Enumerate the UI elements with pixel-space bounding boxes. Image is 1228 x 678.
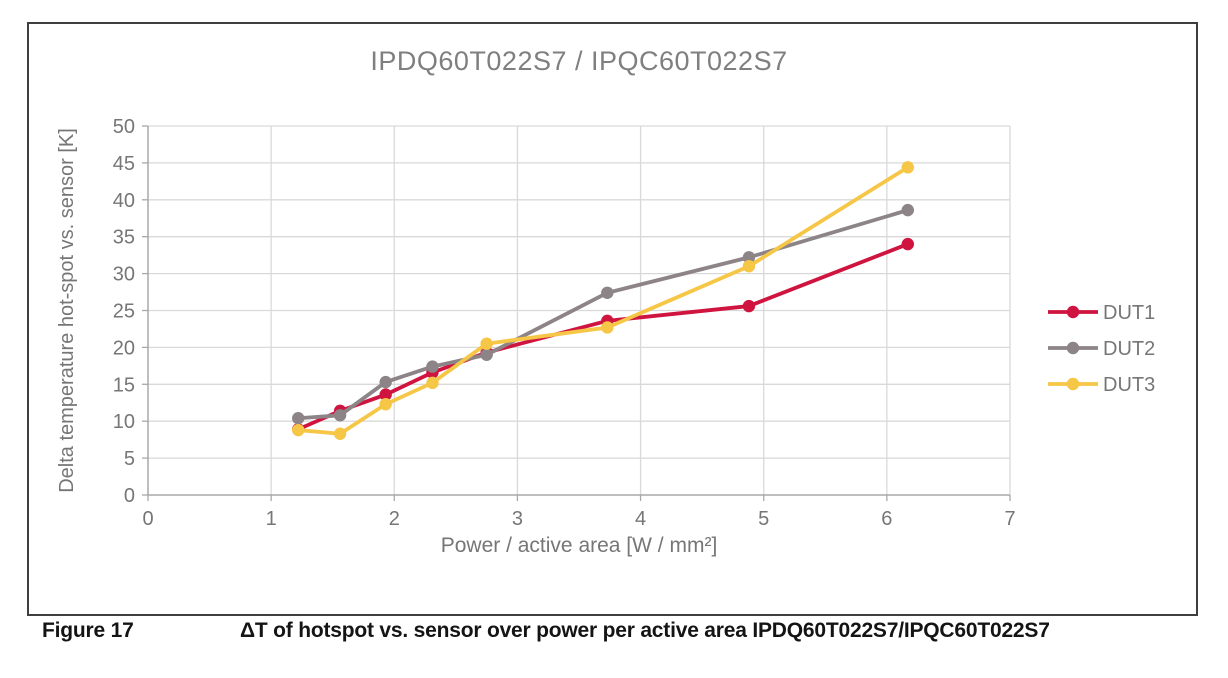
data-point-DUT3 [379,398,392,411]
x-tick-label: 3 [512,508,523,530]
data-point-DUT1 [379,388,392,401]
data-point-DUT2 [379,375,392,389]
figure-frame: IPDQ60T022S7 / IPQC60T022S7 0 5 10 15 20 25 30… [27,22,1198,616]
series-DUT3 [292,161,914,440]
legend-label: DUT3 [1103,374,1155,396]
data-point-DUT3 [901,161,914,174]
data-point-DUT2 [480,348,493,361]
figure-caption-label: Figure 17 [42,619,134,642]
x-tick-label: 5 [758,508,769,530]
data-point-DUT1 [742,299,756,313]
series-line-DUT3 [298,165,909,436]
data-point-DUT2 [601,286,614,299]
y-tick-label: 20 [113,337,135,359]
y-tick-label: 35 [113,227,135,249]
y-tick-label: 0 [124,485,135,507]
data-point-DUT3 [601,321,614,334]
data-point-DUT2 [333,409,347,422]
x-tick-label: 4 [635,508,646,530]
y-tick-label: 50 [113,116,135,138]
axes [142,125,1011,501]
legend-marker-icon [1066,377,1080,391]
data-point-DUT2 [426,360,439,373]
data-point-DUT3 [742,260,756,273]
x-tick-label: 1 [266,508,277,530]
figure-caption: Figure 17 ΔT of hotspot vs. sensor over … [42,619,1202,643]
series-DUT2 [292,203,914,425]
legend: DUT1 DUT2 DUT3 [1048,302,1155,396]
x-axis-label: Power / active area [W / mm²] [441,534,718,557]
data-point-DUT3 [333,427,347,440]
y-tick-label: 15 [113,374,135,396]
data-point-DUT3 [292,423,305,437]
legend-label: DUT1 [1103,302,1155,324]
x-tick-label: 7 [1004,508,1015,530]
y-tick-label: 30 [113,264,135,286]
data-point-DUT2 [742,251,756,264]
x-tick-label: 0 [142,508,153,530]
legend-label: DUT2 [1103,338,1155,360]
chart-title: IPDQ60T022S7 / IPQC60T022S7 [370,46,788,76]
y-tick-label: 25 [113,301,135,323]
y-tick-label: 40 [113,190,135,212]
data-point-DUT2 [292,412,305,425]
legend-item-DUT2: DUT2 [1048,338,1155,360]
data-point-DUT3 [480,337,493,350]
y-tick-label: 45 [113,153,135,175]
x-tick-label: 2 [389,508,400,530]
legend-marker-icon [1066,305,1080,319]
data-point-DUT2 [901,203,914,217]
series-line-DUT2 [298,208,909,421]
figure-caption-text: ΔT of hotspot vs. sensor over power per … [240,619,1050,642]
legend-item-DUT3: DUT3 [1048,374,1155,396]
legend-item-DUT1: DUT1 [1048,302,1155,324]
y-tick-label: 5 [124,448,135,470]
data-point-DUT1 [901,237,914,251]
data-point-DUT3 [426,376,439,390]
x-tick-label: 6 [881,508,892,530]
gridlines [148,125,1011,495]
legend-marker-icon [1066,341,1080,355]
y-tick-label: 10 [113,411,135,433]
y-axis-label: Delta temperature hot-spot vs. sensor [K… [56,128,78,493]
